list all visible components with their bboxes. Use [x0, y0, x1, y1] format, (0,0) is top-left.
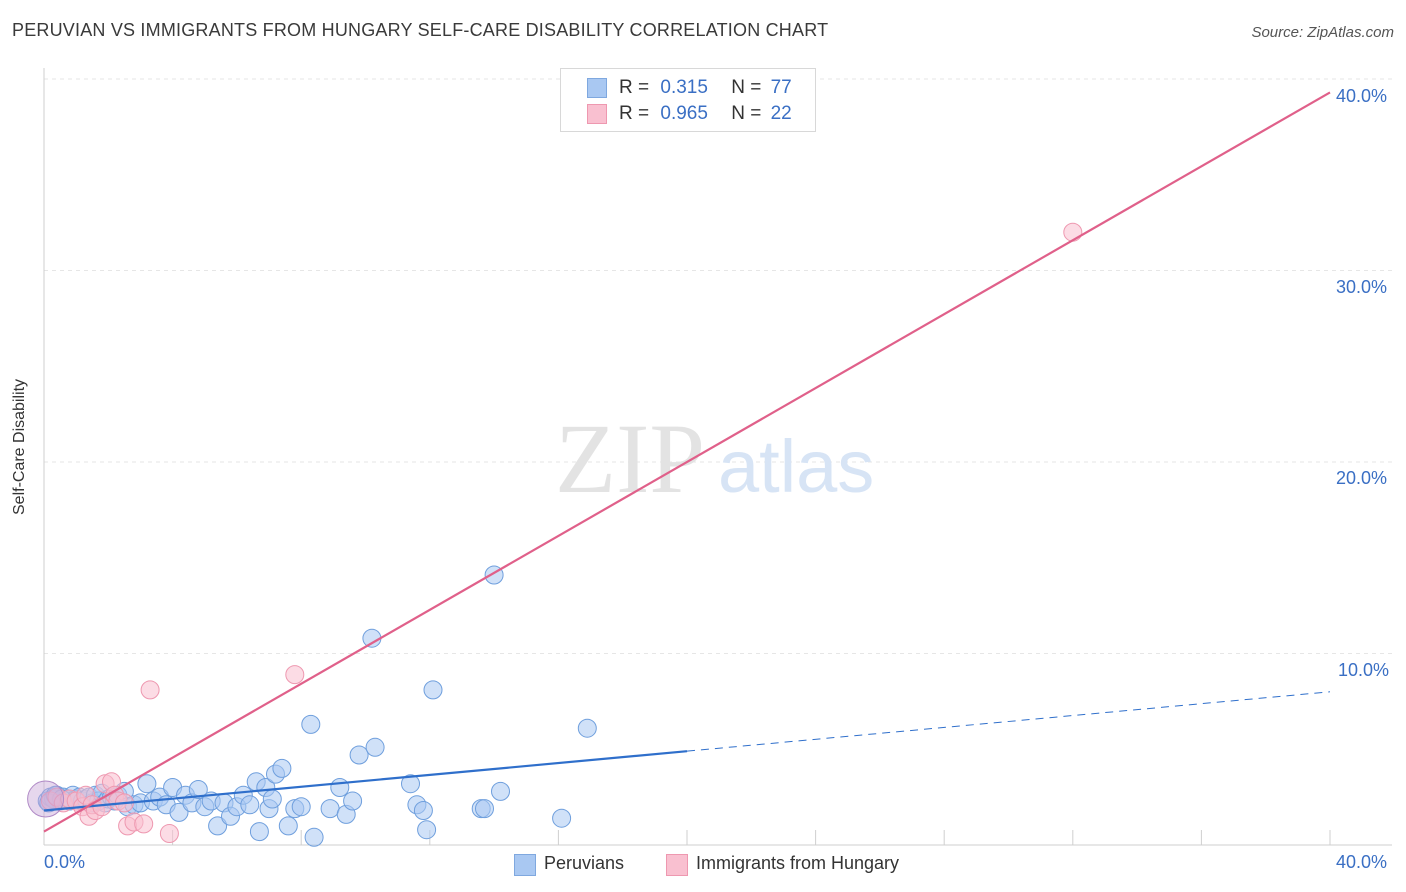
point-peruvians [291, 797, 311, 817]
point-hungary [1063, 222, 1083, 242]
point-hungary [159, 824, 179, 843]
trend-peruvians-extension [686, 691, 1331, 752]
legend-label-peruvians: Peruvians [544, 853, 625, 873]
point-cluster [27, 780, 65, 818]
stats-r-value: 0.965 [660, 103, 708, 124]
x-axis-max-label: 40.0% [1336, 852, 1388, 872]
point-peruvians [330, 778, 350, 797]
point-peruvians [304, 827, 324, 847]
point-peruvians [249, 822, 269, 842]
point-hungary [140, 680, 160, 700]
point-peruvians [423, 680, 443, 700]
point-peruvians [365, 737, 385, 757]
point-peruvians [552, 808, 572, 828]
trend-peruvians [43, 750, 688, 812]
watermark-atlas: atlas [718, 425, 874, 508]
y-tick-label: 20.0% [1336, 468, 1388, 488]
point-peruvians [401, 774, 420, 794]
point-peruvians [301, 714, 321, 734]
stats-n-label: N = [731, 103, 762, 124]
data-points [27, 222, 1083, 847]
point-hungary [285, 665, 305, 685]
gridlines [44, 78, 1392, 654]
point-peruvians [349, 745, 369, 765]
source-label: Source: ZipAtlas.com [1251, 24, 1394, 41]
stats-r-value: 0.315 [660, 77, 708, 98]
stats-r-label: R = [619, 103, 650, 124]
point-peruvians [278, 816, 298, 836]
trend-lines [43, 91, 1331, 833]
axes [43, 68, 1392, 846]
point-peruvians [413, 801, 433, 820]
point-peruvians [343, 791, 363, 811]
watermark-zip: ZIP [555, 403, 705, 514]
stats-n-label: N = [731, 77, 762, 98]
stats-r-label: R = [619, 77, 650, 98]
stats-n-value: 77 [770, 77, 792, 98]
legend-swatch-peruvians [514, 854, 536, 876]
point-peruvians [240, 795, 260, 815]
y-tick-label: 40.0% [1336, 86, 1388, 106]
point-peruvians [475, 799, 494, 819]
point-peruvians [491, 781, 510, 801]
y-tick-label: 30.0% [1336, 277, 1388, 297]
trend-hungary [43, 91, 1331, 833]
point-hungary [134, 814, 154, 834]
point-peruvians [417, 820, 437, 840]
stats-n-value: 22 [770, 103, 792, 124]
stats-swatch-hungary [587, 104, 607, 124]
point-peruvians [208, 816, 228, 836]
watermark: ZIP atlas [555, 403, 874, 514]
point-peruvians [272, 758, 292, 778]
stats-swatch-peruvians [587, 78, 607, 98]
point-peruvians [320, 799, 340, 819]
point-peruvians [188, 780, 208, 799]
point-peruvians [262, 789, 282, 809]
point-peruvians [137, 774, 157, 794]
point-peruvians [169, 802, 189, 822]
point-peruvians [577, 718, 597, 738]
stats-box: R = 0.315 N = 77 R = 0.965 N = 22 [560, 68, 816, 132]
legend-swatch-hungary [666, 854, 688, 876]
y-tick-label: 10.0% [1338, 660, 1390, 680]
legend-label-hungary: Immigrants from Hungary [696, 853, 900, 873]
x-axis-min-label: 0.0% [44, 852, 86, 872]
point-peruvians [362, 628, 382, 648]
chart-title: PERUVIAN VS IMMIGRANTS FROM HUNGARY SELF… [12, 20, 829, 40]
